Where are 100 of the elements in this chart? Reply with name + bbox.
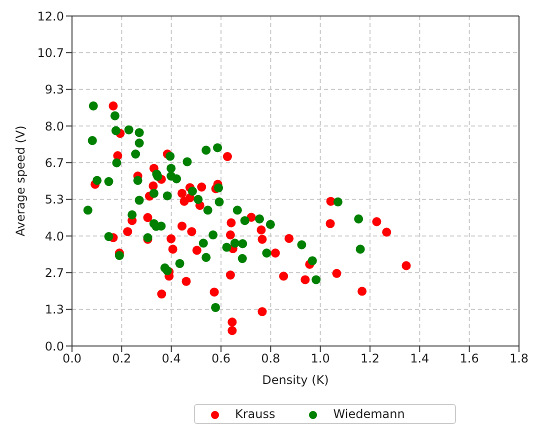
point xyxy=(111,126,120,136)
point xyxy=(226,218,236,228)
legend-label: Krauss xyxy=(235,407,276,421)
y-tick-label: 12.0 xyxy=(37,9,64,24)
y-axis-title: Average speed (V) xyxy=(13,126,28,236)
point xyxy=(172,174,182,184)
point xyxy=(240,216,250,226)
point xyxy=(238,239,248,248)
point xyxy=(92,176,102,185)
point xyxy=(254,214,264,224)
point xyxy=(358,286,367,296)
point xyxy=(133,176,142,185)
point xyxy=(210,288,219,297)
point xyxy=(157,290,166,299)
y-tick-label: 10.7 xyxy=(37,46,64,60)
point xyxy=(88,136,97,146)
point xyxy=(88,101,98,110)
point xyxy=(222,242,232,252)
x-tick-label: 1.0 xyxy=(310,352,330,366)
point xyxy=(228,326,237,336)
point xyxy=(228,318,237,327)
x-tick-label: 0.0 xyxy=(62,352,82,366)
point xyxy=(354,214,364,224)
point xyxy=(110,111,120,120)
point xyxy=(143,213,152,222)
point xyxy=(258,307,267,316)
point xyxy=(266,220,275,229)
point xyxy=(202,146,211,155)
point xyxy=(114,251,124,260)
x-tick-label: 0.6 xyxy=(211,352,231,366)
point xyxy=(168,244,178,254)
point xyxy=(232,206,242,215)
point xyxy=(166,164,176,173)
point xyxy=(279,272,288,281)
point xyxy=(203,206,212,215)
point xyxy=(226,270,235,280)
point xyxy=(187,227,196,236)
y-tick-label: 0.0 xyxy=(44,339,64,354)
legend-label: Wiedemann xyxy=(333,407,405,421)
x-axis-title: Density (K) xyxy=(262,373,329,387)
point xyxy=(134,196,144,205)
point xyxy=(104,232,114,242)
point xyxy=(178,188,187,198)
point xyxy=(182,276,191,286)
point xyxy=(382,228,392,237)
point xyxy=(402,261,411,270)
point xyxy=(214,197,224,206)
point xyxy=(134,128,144,138)
y-tick-label: 4.0 xyxy=(44,229,64,244)
point xyxy=(332,268,342,278)
y-tick-label: 8.0 xyxy=(44,119,64,134)
x-tick-label: 1.6 xyxy=(460,352,479,366)
point xyxy=(270,248,280,258)
point xyxy=(128,210,137,220)
point xyxy=(198,238,208,248)
point xyxy=(104,177,114,186)
point xyxy=(194,194,203,204)
point xyxy=(333,197,342,206)
point xyxy=(148,181,158,190)
point xyxy=(300,275,310,284)
point xyxy=(262,248,272,258)
point xyxy=(188,186,197,196)
x-tick-label: 1.8 xyxy=(509,352,529,366)
point xyxy=(284,234,294,243)
point xyxy=(214,183,224,192)
point xyxy=(297,240,306,250)
point xyxy=(175,258,184,268)
y-tick-label: 2.7 xyxy=(44,266,64,280)
point xyxy=(112,158,122,168)
y-tick-label: 6.7 xyxy=(44,156,64,170)
point xyxy=(258,234,267,244)
point xyxy=(226,230,235,240)
point xyxy=(134,138,144,148)
point xyxy=(326,219,335,228)
point xyxy=(256,225,266,234)
y-tick-label: 5.3 xyxy=(44,192,64,207)
point xyxy=(178,222,187,231)
point xyxy=(208,230,218,240)
y-tick-label: 9.3 xyxy=(44,82,64,97)
point xyxy=(222,152,232,162)
point xyxy=(238,254,247,264)
point xyxy=(149,188,158,198)
point xyxy=(166,152,175,161)
point xyxy=(192,246,202,255)
x-tick-label: 0.8 xyxy=(261,352,280,366)
point xyxy=(124,125,134,134)
point xyxy=(202,252,211,262)
x-tick-label: 1.4 xyxy=(410,352,430,366)
point xyxy=(230,238,240,248)
point xyxy=(131,150,140,159)
point xyxy=(182,157,192,166)
point xyxy=(213,143,222,152)
x-tick-label: 1.2 xyxy=(360,352,380,366)
point xyxy=(308,256,317,266)
point xyxy=(211,302,220,312)
point xyxy=(372,217,382,226)
point xyxy=(197,182,206,192)
point xyxy=(356,244,365,254)
point xyxy=(312,275,321,284)
point xyxy=(162,191,172,200)
